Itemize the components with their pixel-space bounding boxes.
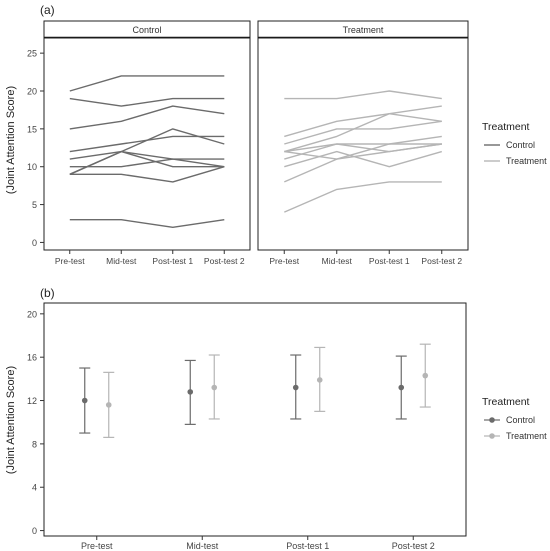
- x-tick-label-mid-test: Mid-test: [322, 256, 353, 266]
- x-tick-label-post-test-2: Post-test 2: [421, 256, 462, 266]
- panel-a-tag: (a): [40, 3, 55, 17]
- series-line-treatment-2: [284, 112, 442, 138]
- x-tick-label-pre-test: Pre-test: [81, 541, 113, 551]
- panel-b-y-axis: 0 4 8 12 16 20: [27, 309, 44, 536]
- y-tick-label-a: 25: [27, 49, 37, 59]
- y-tick-label-a: 5: [32, 200, 37, 210]
- errorbar-control-post-test-2: [395, 355, 407, 420]
- x-tick-label-pre-test: Pre-test: [55, 256, 85, 266]
- legend-b-title: Treatment: [482, 396, 530, 408]
- series-line-treatment-3: [284, 120, 442, 145]
- series-line-control-1: [69, 75, 225, 92]
- facet-label-control: Control: [132, 25, 161, 35]
- y-tick-label-a: 0: [32, 238, 37, 248]
- legend-a-label-control: Control: [506, 140, 535, 150]
- legend-b-key-point-control: [489, 417, 495, 423]
- mean-point: [422, 372, 429, 379]
- facet-label-treatment: Treatment: [343, 25, 384, 35]
- series-line-control-3: [69, 105, 225, 130]
- errorbar-treatment-mid-test: [208, 354, 220, 420]
- series-line-treatment-1: [284, 90, 442, 100]
- panel-b-y-axis-label: (Joint Attention Score): [5, 366, 17, 474]
- series-line-control-5: [69, 150, 225, 160]
- mean-point: [211, 384, 218, 391]
- mean-point: [105, 402, 112, 408]
- x-tick-label-post-test-2: Post-test 2: [392, 541, 435, 551]
- x-tick-label-post-test-1: Post-test 1: [369, 256, 410, 266]
- mean-point: [81, 397, 88, 404]
- errorbar-control-post-test-1: [290, 354, 302, 420]
- panel-b-error-bars: [79, 343, 431, 438]
- errorbar-treatment-pre-test: [103, 371, 115, 438]
- series-line-control-8: [69, 166, 225, 183]
- series-line-treatment-6: [284, 135, 442, 160]
- mean-point: [316, 377, 323, 383]
- series-line-treatment-10: [284, 181, 442, 213]
- y-tick-label-b: 8: [32, 439, 37, 449]
- errorbar-control-mid-test: [184, 359, 196, 425]
- facet-plot-area-control: [43, 37, 251, 251]
- panel-a-y-axis-label: (Joint Attention Score): [5, 86, 17, 194]
- y-tick-label-b: 20: [27, 309, 37, 319]
- errorbar-treatment-post-test-1: [314, 346, 326, 412]
- mean-point: [292, 384, 299, 391]
- panel-b-tag: (b): [40, 286, 55, 300]
- facet-strip-treatment: Treatment: [257, 20, 469, 40]
- mean-point: [398, 384, 405, 391]
- y-tick-label-b: 12: [27, 396, 37, 406]
- panel-b-plot-area: [43, 302, 467, 537]
- panel-a-series-lines: [69, 75, 442, 229]
- x-tick-label-post-test-1: Post-test 1: [152, 256, 193, 266]
- legend-b-key-point-treatment: [489, 433, 495, 439]
- legend-b-label-control: Control: [506, 415, 535, 425]
- panel-b-legend: Treatment Control Treatment: [482, 396, 547, 441]
- legend-b-label-treatment: Treatment: [506, 431, 547, 441]
- x-tick-label-mid-test: Mid-test: [106, 256, 137, 266]
- legend-a-label-treatment: Treatment: [506, 156, 547, 166]
- panel-a-x-axis: Pre-test Mid-test Post-test 1 Post-test 2 Pr…: [55, 250, 462, 266]
- y-tick-label-b: 4: [32, 483, 37, 493]
- y-tick-label-b: 16: [27, 353, 37, 363]
- panel-a-y-axis: 0 5 10 15 20 25: [27, 49, 44, 248]
- series-line-treatment-7: [284, 143, 442, 160]
- legend-a-title: Treatment: [482, 121, 530, 133]
- series-line-control-10: [69, 218, 225, 229]
- series-line-treatment-8: [284, 150, 442, 168]
- series-line-control-6: [69, 158, 225, 168]
- panel-a: (a) (Joint Attention Score) Control Trea…: [5, 3, 547, 266]
- y-tick-label-a: 20: [27, 87, 37, 97]
- series-line-treatment-9: [284, 143, 442, 183]
- y-tick-label-a: 15: [27, 124, 37, 134]
- x-tick-label-pre-test: Pre-test: [269, 256, 299, 266]
- series-line-control-2: [69, 97, 225, 107]
- series-line-control-9: [69, 150, 225, 175]
- panel-b-x-axis: Pre-test Mid-test Post-test 1 Post-test 2: [81, 536, 435, 551]
- x-tick-label-post-test-2: Post-test 2: [204, 256, 245, 266]
- series-line-treatment-4: [284, 105, 442, 153]
- y-tick-label-b: 0: [32, 526, 37, 536]
- facet-strip-control: Control: [43, 20, 251, 40]
- errorbar-treatment-post-test-2: [419, 343, 431, 408]
- x-tick-label-post-test-1: Post-test 1: [286, 541, 329, 551]
- panel-b: (b) (Joint Attention Score) 0 4 8 12 16 20 Pr…: [5, 286, 547, 551]
- errorbar-control-pre-test: [79, 367, 91, 434]
- mean-point: [187, 389, 194, 395]
- panel-a-legend: Treatment Control Treatment: [482, 121, 547, 166]
- x-tick-label-mid-test: Mid-test: [186, 541, 219, 551]
- y-tick-label-a: 10: [27, 162, 37, 172]
